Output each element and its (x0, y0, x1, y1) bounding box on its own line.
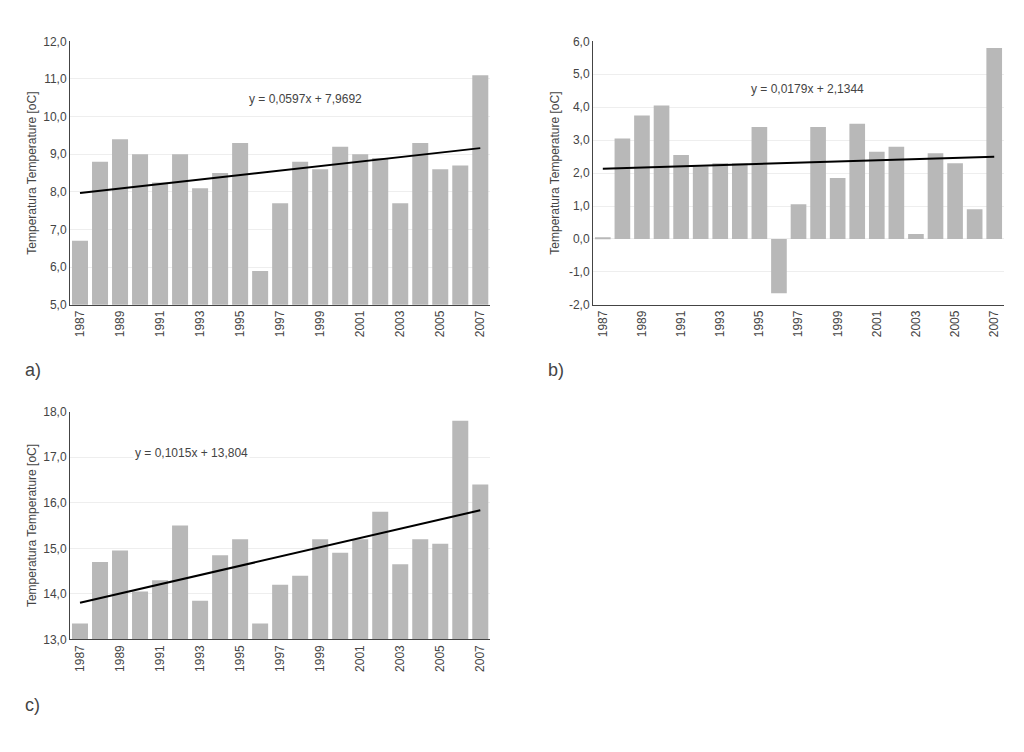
svg-text:Temperatura Temperature [oC]: Temperatura Temperature [oC] (25, 91, 39, 254)
svg-text:18,0: 18,0 (43, 405, 67, 419)
svg-text:1999: 1999 (313, 645, 327, 672)
svg-text:9,0: 9,0 (50, 147, 67, 161)
svg-text:Temperatura Temperature [oC]: Temperatura Temperature [oC] (25, 444, 39, 607)
svg-text:5,0: 5,0 (573, 67, 590, 81)
svg-text:7,0: 7,0 (50, 223, 67, 237)
svg-text:15,0: 15,0 (43, 542, 67, 556)
svg-text:1997: 1997 (273, 645, 287, 672)
svg-text:4,0: 4,0 (573, 100, 590, 114)
svg-text:12,0: 12,0 (43, 35, 67, 49)
svg-text:Temperatura Temperature [oC]: Temperatura Temperature [oC] (548, 91, 562, 254)
svg-text:a): a) (25, 360, 41, 380)
svg-text:1999: 1999 (831, 310, 845, 337)
svg-text:3,0: 3,0 (573, 133, 590, 147)
svg-text:b): b) (548, 360, 564, 380)
svg-text:6,0: 6,0 (573, 35, 590, 49)
svg-text:-2,0: -2,0 (569, 298, 590, 312)
svg-text:1991: 1991 (674, 310, 688, 337)
svg-text:2003: 2003 (393, 310, 407, 337)
svg-text:2001: 2001 (353, 310, 367, 337)
svg-text:10,0: 10,0 (43, 110, 67, 124)
svg-text:2007: 2007 (987, 310, 1001, 337)
svg-text:14,0: 14,0 (43, 587, 67, 601)
svg-text:1987: 1987 (596, 310, 610, 337)
svg-text:y = 0,0597x + 7,9692: y = 0,0597x + 7,9692 (249, 92, 362, 106)
svg-text:y = 0,1015x + 13,804: y = 0,1015x + 13,804 (135, 446, 248, 460)
svg-text:17,0: 17,0 (43, 450, 67, 464)
svg-text:5,0: 5,0 (50, 298, 67, 312)
svg-text:2001: 2001 (870, 310, 884, 337)
svg-text:1997: 1997 (273, 310, 287, 337)
svg-text:2003: 2003 (909, 310, 923, 337)
svg-text:2001: 2001 (353, 645, 367, 672)
svg-text:1991: 1991 (153, 645, 167, 672)
svg-text:13,0: 13,0 (43, 633, 67, 647)
svg-text:2005: 2005 (948, 310, 962, 337)
svg-text:8,0: 8,0 (50, 185, 67, 199)
svg-text:6,0: 6,0 (50, 260, 67, 274)
svg-text:16,0: 16,0 (43, 496, 67, 510)
svg-text:2005: 2005 (433, 645, 447, 672)
svg-text:-1,0: -1,0 (569, 265, 590, 279)
svg-text:1987: 1987 (73, 645, 87, 672)
svg-text:1995: 1995 (233, 310, 247, 337)
svg-text:1989: 1989 (113, 645, 127, 672)
svg-text:2005: 2005 (433, 310, 447, 337)
svg-text:0,0: 0,0 (573, 232, 590, 246)
svg-text:11,0: 11,0 (44, 72, 67, 86)
svg-text:2003: 2003 (393, 645, 407, 672)
svg-text:1987: 1987 (73, 310, 87, 337)
svg-text:1989: 1989 (635, 310, 649, 337)
svg-text:1995: 1995 (752, 310, 766, 337)
svg-text:1989: 1989 (113, 310, 127, 337)
svg-text:1991: 1991 (153, 310, 167, 337)
svg-text:1993: 1993 (713, 310, 727, 337)
svg-text:1,0: 1,0 (573, 199, 590, 213)
svg-text:1995: 1995 (233, 645, 247, 672)
svg-text:1993: 1993 (193, 310, 207, 337)
svg-text:2,0: 2,0 (573, 166, 590, 180)
svg-text:y = 0,0179x + 2,1344: y = 0,0179x + 2,1344 (751, 82, 864, 96)
svg-text:1999: 1999 (313, 310, 327, 337)
svg-text:1993: 1993 (193, 645, 207, 672)
svg-text:1997: 1997 (791, 310, 805, 337)
svg-text:2007: 2007 (473, 310, 487, 337)
svg-text:c): c) (25, 695, 40, 715)
svg-text:2007: 2007 (473, 645, 487, 672)
